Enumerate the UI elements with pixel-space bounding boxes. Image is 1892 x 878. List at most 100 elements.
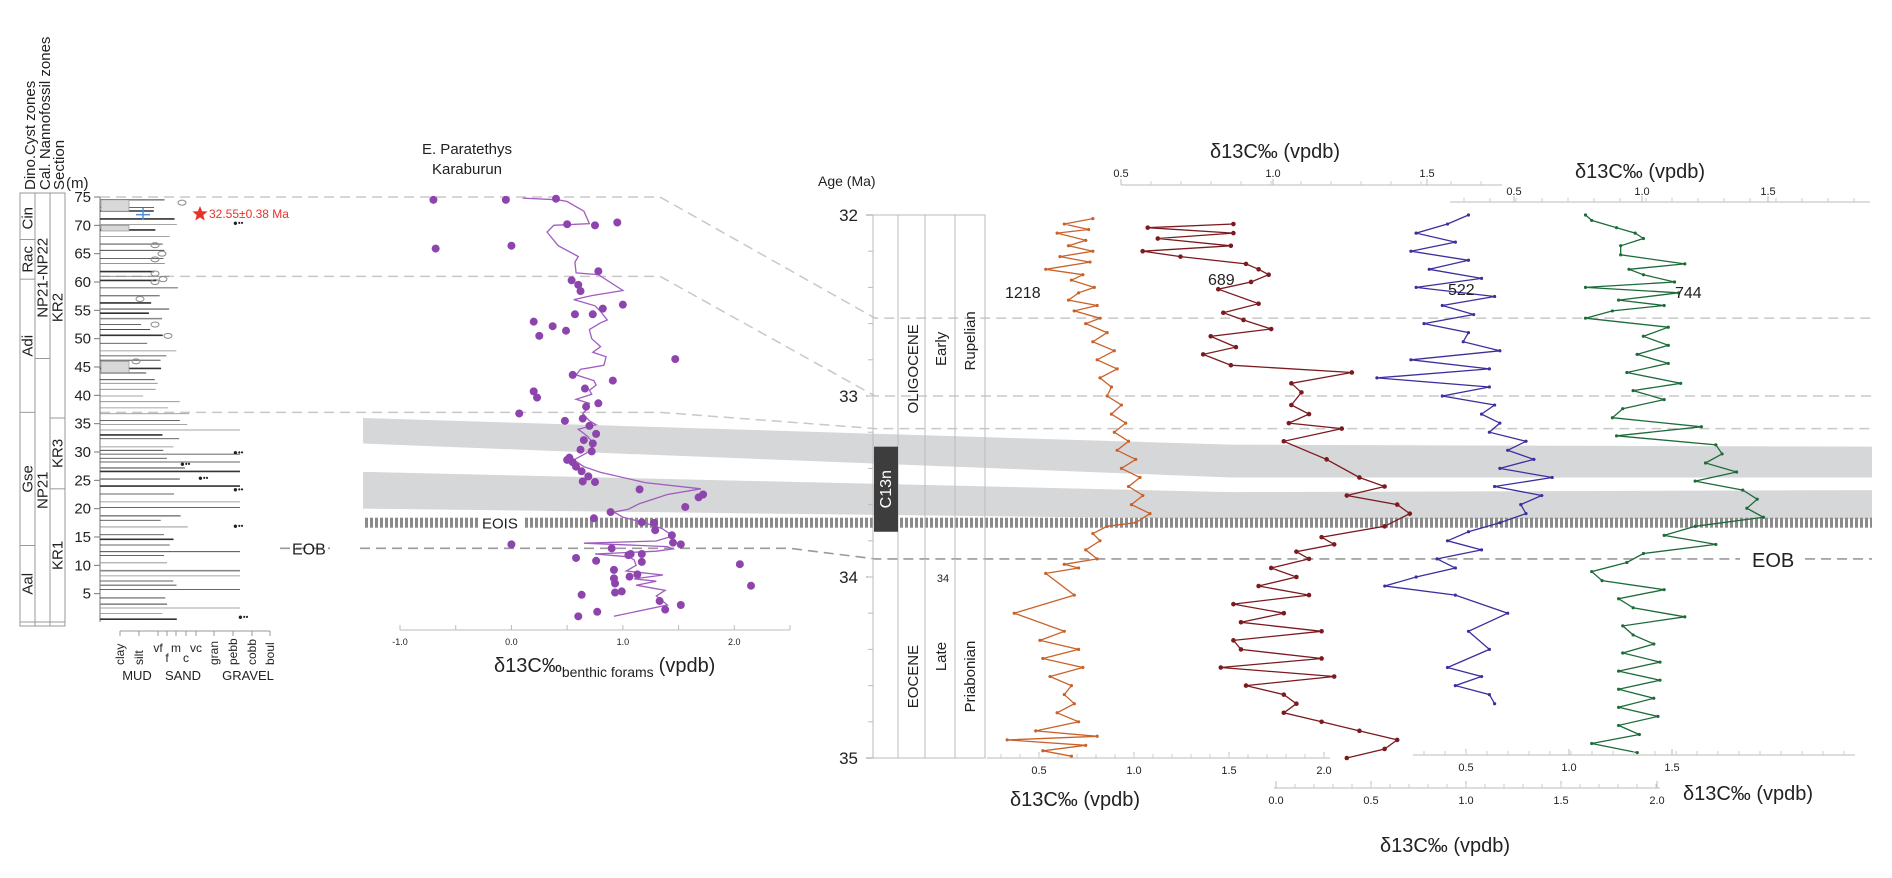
series-point-689 [1344,493,1350,498]
magnetochron-bar [874,446,898,532]
depth-unit-label: (m) [66,175,89,192]
karaburun-panel: E. Paratethys Karaburun -1.0 0.0 1.0 2.0 δ1… [392,141,791,680]
series-point-744 [1617,669,1621,673]
series-point-1218 [1055,231,1059,235]
series-point-689 [1289,381,1294,386]
series-point-522 [1479,674,1484,679]
karaburun-point [533,393,542,402]
series-point-522 [1524,512,1528,516]
series-point-1218 [1091,340,1095,344]
karaburun-point [577,467,586,476]
series-point-1218 [1041,749,1045,753]
series-point-744 [1666,361,1670,366]
series-point-522 [1479,412,1484,416]
series-point-689 [1256,267,1261,272]
series-point-689 [1281,438,1287,444]
karaburun-point [669,538,677,547]
series-point-522 [1409,358,1413,362]
karaburun-point [580,384,589,393]
karaburun-point [592,429,601,438]
series-point-744 [1662,398,1666,402]
epoch-label: EOCENE [905,645,922,708]
series-point-522 [1498,521,1502,525]
series-point-744 [1633,231,1637,235]
age-tick-label: 35 [839,749,858,768]
series-point-522 [1466,530,1471,534]
series-point-689 [1155,236,1161,241]
series-point-689 [1200,352,1206,357]
site-label-522: 522 [1448,282,1475,299]
series-point-522 [1487,385,1491,389]
karaburun-point [431,244,440,253]
series-point-689 [1145,225,1151,230]
strat-column: Dino.Cyst zones Cal. Nannofossil zones S… [19,37,326,683]
series-point-689 [1319,534,1324,540]
axis-744-tick-label: 0.5 [1506,186,1521,198]
series-point-689 [1140,248,1145,254]
dino-zone-label: Adi [20,335,37,357]
fossil-icon [131,358,141,365]
series-point-1218 [1129,503,1134,507]
karaburun-point [584,472,593,481]
pebble-marker: ●•• [233,219,244,228]
series-point-744 [1683,262,1687,266]
karaburun-point [618,300,627,309]
series-point-744 [1666,325,1670,329]
tie-line [100,275,1872,397]
karaburun-point [594,399,603,408]
series-point-522 [1435,557,1439,561]
grain-group-mud: MUD [122,668,152,683]
series-point-744 [1619,253,1623,257]
depth-tick-label: 35 [74,416,91,433]
series-point-1218 [1091,217,1095,221]
series-point-744 [1641,334,1646,338]
series-point-744 [1703,461,1708,465]
series-point-522 [1409,249,1413,253]
dino-zone-label: Cin [20,207,37,230]
karaburun-point [608,376,617,385]
karaburun-tick-label: 2.0 [728,637,741,647]
fossil-icon [150,256,160,263]
fossil-icon [150,279,160,285]
pebble-marker: ●•• [233,448,244,457]
series-point-522 [1498,466,1502,470]
karaburun-point [609,565,618,574]
karaburun-point [735,560,744,569]
karaburun-point [650,518,659,527]
series-point-744 [1662,303,1666,308]
karaburun-point [611,579,620,588]
epoch-label: OLIGOCENE [905,324,922,413]
series-point-522 [1440,394,1444,398]
series-point-522 [1466,629,1471,633]
series-point-689 [1233,344,1239,350]
series-point-744 [1583,285,1588,289]
date-label: 32.55±0.38 Ma [209,207,289,221]
series-point-689 [1231,221,1236,227]
series-point-1218 [1058,255,1062,259]
series-point-1218 [1076,566,1081,570]
series-point-744 [1714,542,1718,547]
series-point-689 [1248,279,1254,285]
karaburun-points [429,194,755,621]
series-point-1218 [1105,394,1109,398]
series-point-1218 [1084,743,1088,747]
karaburun-moving-average [522,197,702,617]
subepoch-label: Early [933,331,950,366]
series-point-522 [1519,503,1523,507]
series-point-744 [1617,687,1621,691]
series-point-522 [1487,693,1491,697]
fossil-icon [150,270,160,277]
karaburun-point [578,477,587,486]
series-point-744 [1734,470,1739,474]
series-point-744 [1637,732,1641,737]
series-point-522 [1487,367,1491,371]
karaburun-point [552,194,560,203]
axis-689-title: δ13C‰ (vpdb) [1210,141,1340,163]
series-point-744 [1635,750,1639,755]
karaburun-point [594,267,603,276]
karaburun-tick-label: 1.0 [617,637,630,647]
series-point-522 [1445,665,1450,670]
karaburun-point [529,317,538,326]
depth-tick-label: 15 [74,529,91,546]
series-point-522 [1487,647,1491,652]
